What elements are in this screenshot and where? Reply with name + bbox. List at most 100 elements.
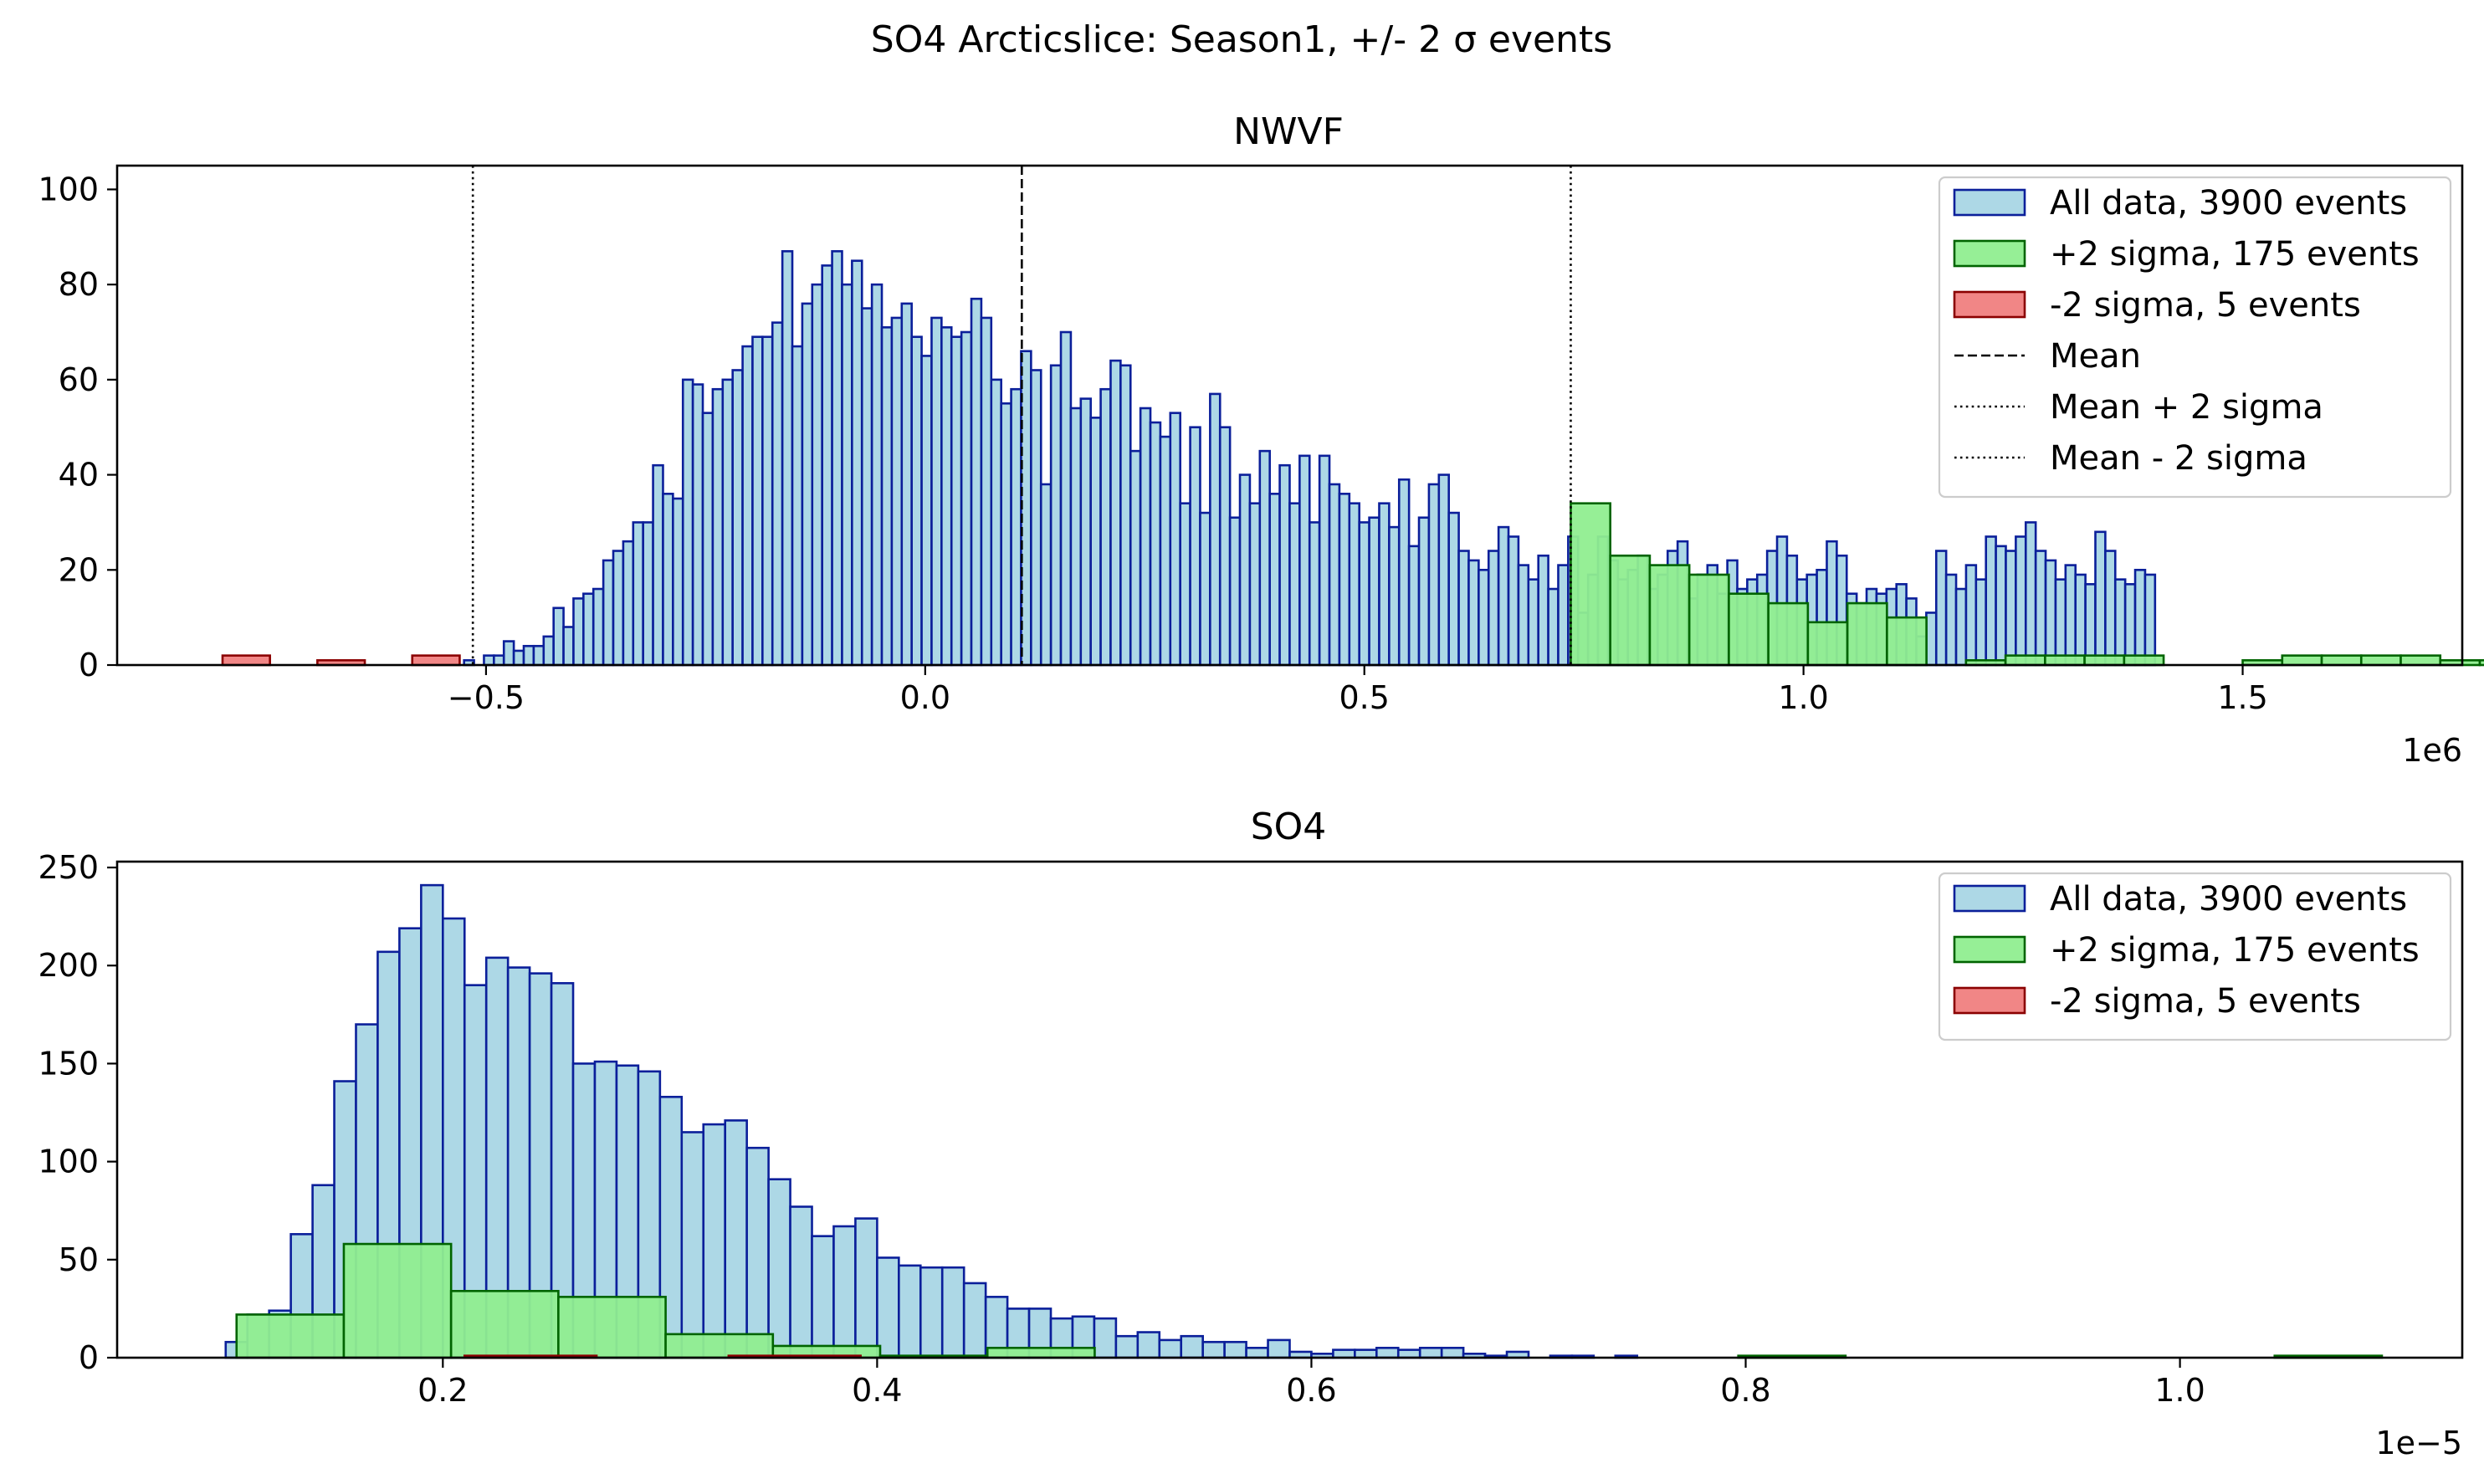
bar-all [841,283,853,667]
legend-label: -2 sigma, 5 events [2050,982,2361,1021]
bar-all [801,302,814,667]
bar-all [811,283,823,667]
bar-all [1974,578,1988,667]
bar-all [1248,502,1262,667]
legend-label: -2 sigma, 5 events [2050,286,2361,325]
bar-all [1099,387,1112,667]
bar-all [1527,578,1540,667]
bar-all [1388,525,1401,667]
bar-all [962,1282,987,1359]
bar-all [1288,502,1301,667]
bar-all [691,383,704,667]
bar-all [1354,1348,1378,1359]
bar-all [751,335,764,667]
bar-all [1069,407,1083,667]
bar-all [681,378,694,667]
bar-all [542,635,555,667]
legend-swatch-all [1953,188,2026,217]
bar-all [512,649,525,667]
panel-title-so4: SO4 [1251,806,1327,848]
bar-all [2074,573,2087,667]
bar-all [552,606,565,667]
x-tick-label: 1.0 [1778,679,1828,716]
bar-all [1267,1338,1291,1359]
bar-all [582,592,595,667]
x-tick-label: 0.6 [1286,1372,1336,1409]
y-tick-label: 80 [59,266,99,303]
bar-all [1318,454,1331,667]
bar-all [1418,1346,1443,1359]
bar-all [2084,583,2097,667]
y-tick-label: 0 [79,647,99,683]
bar-all [960,330,973,667]
bar-all [1158,1338,1183,1359]
bar-all [1059,330,1073,667]
bar-all [1497,525,1510,667]
bar-all [562,626,575,667]
bar-all [1557,564,1570,667]
bar-all [1338,493,1351,667]
legend-label: +2 sigma, 175 events [2050,931,2420,970]
x-tick-label: 0.0 [900,679,950,716]
bar-all [898,1264,922,1359]
bar-all [1358,521,1370,667]
bar-all [1427,483,1441,667]
bar-all [632,521,644,667]
bar-plus [2281,654,2323,667]
bar-all [1925,612,1938,667]
bar-all [1010,387,1022,667]
bar-plus [1688,573,1730,667]
series-minus [221,654,461,667]
bar-all [1149,421,1162,667]
bar-all [821,264,833,667]
panel-title-nwvf: NWVF [1233,110,1344,153]
bar-all [980,316,993,667]
bar-all [1136,1331,1161,1359]
bar-all [602,559,615,667]
bar-all [2104,550,2117,667]
bar-all [2123,583,2137,667]
bar-all [789,1205,813,1359]
bar-all [919,1266,944,1359]
bar-all [1397,478,1411,667]
legend-label: Mean - 2 sigma [2050,439,2307,478]
legend-label: All data, 3900 events [2050,880,2407,919]
bar-all [532,644,545,667]
bar-all [502,640,515,667]
legend-swatch-minus [1953,986,2026,1015]
bar-all [1368,516,1380,667]
bar-all [701,412,714,667]
bar-all [970,297,983,667]
bar-all [721,378,734,667]
bar-all [2054,578,2067,667]
x-tick-label: 0.5 [1339,679,1390,716]
bar-all [1030,369,1042,667]
bar-all [2094,530,2107,667]
bar-all [2024,521,2037,667]
bar-all [1537,554,1549,667]
offset-text-nwvf: 1e6 [2402,732,2462,769]
axes-frame [115,164,2464,667]
bar-all [1478,568,1490,667]
legend: All data, 3900 events +2 sigma, 175 event… [1938,872,2452,1041]
bar-all [1437,473,1450,667]
legend: All data, 3900 events +2 sigma, 175 event… [1938,176,2452,499]
bar-plus [342,1242,453,1359]
legend-frame [1938,176,2452,499]
bar-all [731,369,744,667]
bar-all [890,316,904,667]
bar-all [592,587,605,667]
bar-all [1517,564,1530,667]
bar-all [622,540,635,667]
bar-all [1189,426,1201,667]
y-tick-label: 250 [38,849,99,886]
y-tick-label: 200 [38,947,99,984]
legend-label: +2 sigma, 175 events [2050,235,2420,274]
y-tick-label: 50 [59,1241,99,1278]
bar-all [1000,402,1012,667]
bar-all [920,355,933,667]
bar-all [1109,359,1122,667]
bar-all [1209,392,1222,667]
bar-all [1119,364,1132,667]
bar-all [711,387,725,667]
